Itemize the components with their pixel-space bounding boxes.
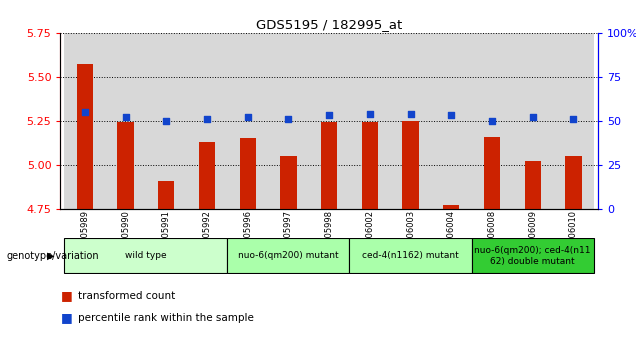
Bar <box>158 180 174 209</box>
Bar <box>268 33 308 209</box>
Point <box>242 114 252 120</box>
Text: wild type: wild type <box>125 252 167 260</box>
Bar <box>240 138 256 209</box>
Text: nuo-6(qm200) mutant: nuo-6(qm200) mutant <box>238 252 339 260</box>
Bar <box>472 238 594 273</box>
Bar <box>484 136 500 209</box>
Bar <box>280 156 296 209</box>
Text: transformed count: transformed count <box>78 291 176 301</box>
Bar <box>64 238 227 273</box>
Bar <box>431 33 472 209</box>
Point <box>161 118 171 123</box>
Bar <box>227 238 350 273</box>
Text: genotype/variation: genotype/variation <box>6 251 99 261</box>
Point <box>120 114 130 120</box>
Bar <box>553 33 594 209</box>
Bar <box>362 122 378 209</box>
Point <box>446 113 457 118</box>
Bar <box>308 33 350 209</box>
Bar <box>403 121 418 209</box>
Bar <box>565 156 581 209</box>
Bar <box>525 161 541 209</box>
Bar <box>105 33 146 209</box>
Text: percentile rank within the sample: percentile rank within the sample <box>78 313 254 323</box>
Bar <box>472 33 513 209</box>
Bar <box>77 64 93 209</box>
Text: ced-4(n1162) mutant: ced-4(n1162) mutant <box>362 252 459 260</box>
Point <box>569 116 579 122</box>
Point <box>365 111 375 117</box>
Bar <box>64 33 105 209</box>
Text: ■: ■ <box>60 311 72 324</box>
Bar <box>118 122 134 209</box>
Bar <box>513 33 553 209</box>
Point <box>202 116 212 122</box>
Bar <box>350 238 472 273</box>
Bar <box>186 33 227 209</box>
Point <box>283 116 293 122</box>
Bar <box>443 205 459 209</box>
Text: ▶: ▶ <box>47 251 55 261</box>
Bar <box>321 122 337 209</box>
Bar <box>391 33 431 209</box>
Bar <box>146 33 186 209</box>
Text: ■: ■ <box>60 289 72 302</box>
Point <box>487 118 497 123</box>
Title: GDS5195 / 182995_at: GDS5195 / 182995_at <box>256 19 402 32</box>
Bar <box>350 33 391 209</box>
Point <box>324 113 335 118</box>
Text: nuo-6(qm200); ced-4(n11
62) double mutant: nuo-6(qm200); ced-4(n11 62) double mutan… <box>474 246 591 266</box>
Point <box>528 114 538 120</box>
Point <box>406 111 416 117</box>
Bar <box>199 142 215 209</box>
Point <box>80 109 90 115</box>
Bar <box>227 33 268 209</box>
